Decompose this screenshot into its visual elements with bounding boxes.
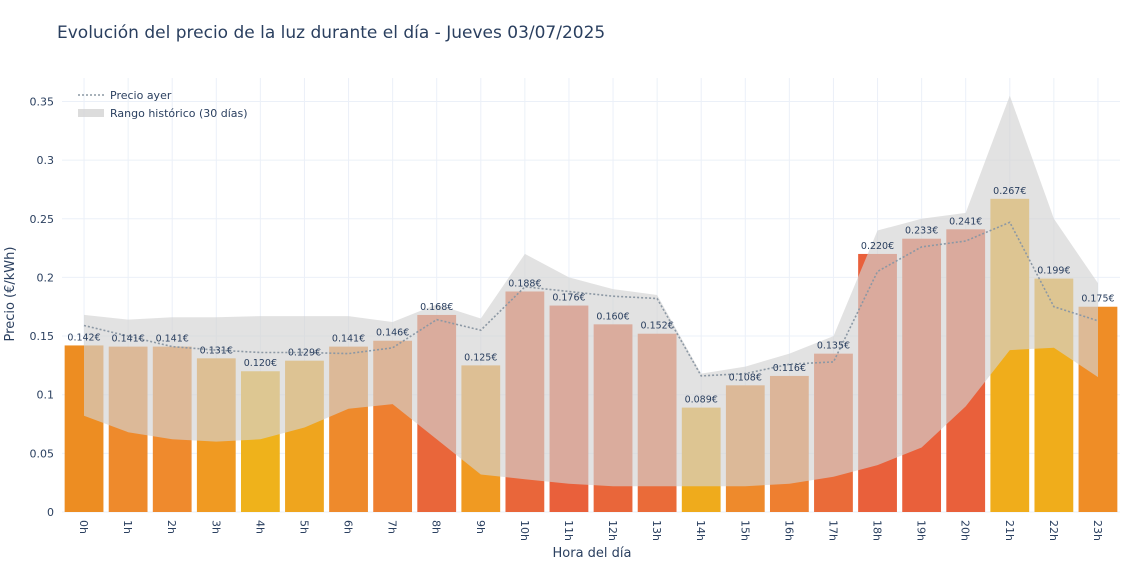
bar-value-label: 0.267€: [993, 186, 1026, 197]
bar-value-label: 0.241€: [949, 216, 982, 227]
legend-item-precio-ayer: Precio ayer: [110, 89, 172, 102]
x-tick-label: 17h: [826, 520, 839, 541]
yesterday-price-line: [83, 221, 1099, 377]
x-tick-label: 10h: [518, 520, 531, 541]
bar-value-label: 0.160€: [596, 311, 629, 322]
x-tick-label: 8h: [430, 520, 443, 534]
y-tick-label: 0.1: [37, 389, 55, 402]
x-tick-label: 9h: [474, 520, 487, 534]
legend-band-swatch: [78, 109, 104, 117]
x-tick-label: 18h: [871, 520, 884, 541]
legend-item-rango-historico: Rango histórico (30 días): [110, 107, 248, 120]
x-tick-label: 6h: [342, 520, 355, 534]
bar-value-label: 0.141€: [112, 334, 145, 345]
bar-value-label: 0.131€: [200, 345, 233, 356]
bar-value-label: 0.141€: [332, 334, 365, 345]
bar-value-label: 0.233€: [905, 226, 938, 237]
chart-title: Evolución del precio de la luz durante e…: [57, 23, 605, 43]
bar-value-label: 0.089€: [685, 395, 718, 406]
bar-value-label: 0.168€: [420, 302, 453, 313]
x-tick-label: 15h: [738, 520, 751, 541]
x-tick-label: 13h: [650, 520, 663, 541]
y-tick-label: 0.05: [30, 447, 55, 460]
bar-value-label: 0.176€: [552, 293, 585, 304]
x-tick-label: 1h: [121, 520, 134, 534]
x-tick-label: 11h: [562, 520, 575, 541]
y-tick-label: 0.2: [37, 271, 55, 284]
y-tick-label: 0: [47, 506, 54, 519]
y-tick-label: 0.35: [30, 95, 55, 108]
bar-value-label: 0.220€: [861, 241, 894, 252]
bar-value-label: 0.116€: [773, 363, 806, 374]
x-tick-label: 5h: [297, 520, 310, 534]
bar-value-label: 0.135€: [817, 341, 850, 352]
x-tick-label: 2h: [165, 520, 178, 534]
bar-value-label: 0.199€: [1037, 266, 1070, 277]
bar-value-label: 0.125€: [464, 352, 497, 363]
bar-value-label: 0.120€: [244, 358, 277, 369]
bar-value-label: 0.129€: [288, 348, 321, 359]
y-tick-label: 0.25: [30, 213, 55, 226]
line-layer: [83, 221, 1099, 377]
bar-value-label: 0.142€: [67, 332, 100, 343]
bar-value-label: 0.108€: [729, 372, 762, 383]
x-tick-label: 21h: [1003, 520, 1016, 541]
x-tick-label: 14h: [694, 520, 707, 541]
y-tick-label: 0.3: [37, 154, 55, 167]
x-tick-label: 0h: [77, 520, 90, 534]
bar-value-label: 0.152€: [641, 321, 674, 332]
historical-range-band: [84, 95, 1098, 487]
bar-value-label: 0.175€: [1081, 294, 1114, 305]
y-axis-title: Precio (€/kWh): [3, 247, 18, 342]
x-axis-title: Hora del día: [553, 546, 632, 561]
x-tick-label: 7h: [386, 520, 399, 534]
bar-value-label: 0.188€: [508, 278, 541, 289]
axis-layer: 0 0.05 0.1 0.15 0.2 0.25 0.3 0.35 0h 1h 2h 3h 4h 5h 6h…: [30, 95, 1104, 541]
labels-layer: 0.142€ 0.141€ 0.141€ 0.131€ 0.120€ 0.129€ 0.14…: [67, 186, 1114, 406]
x-tick-label: 3h: [209, 520, 222, 534]
x-tick-label: 19h: [915, 520, 928, 541]
x-tick-label: 22h: [1047, 520, 1060, 541]
x-tick-label: 12h: [606, 520, 619, 541]
x-tick-label: 20h: [959, 520, 972, 541]
bar-value-label: 0.141€: [156, 334, 189, 345]
band-layer: [84, 95, 1098, 487]
bar-value-label: 0.146€: [376, 328, 409, 339]
x-tick-label: 16h: [782, 520, 795, 541]
x-tick-label: 23h: [1091, 520, 1104, 541]
y-tick-label: 0.15: [30, 330, 55, 343]
x-tick-label: 4h: [253, 520, 266, 534]
legend: Precio ayer Rango histórico (30 días): [78, 89, 248, 120]
